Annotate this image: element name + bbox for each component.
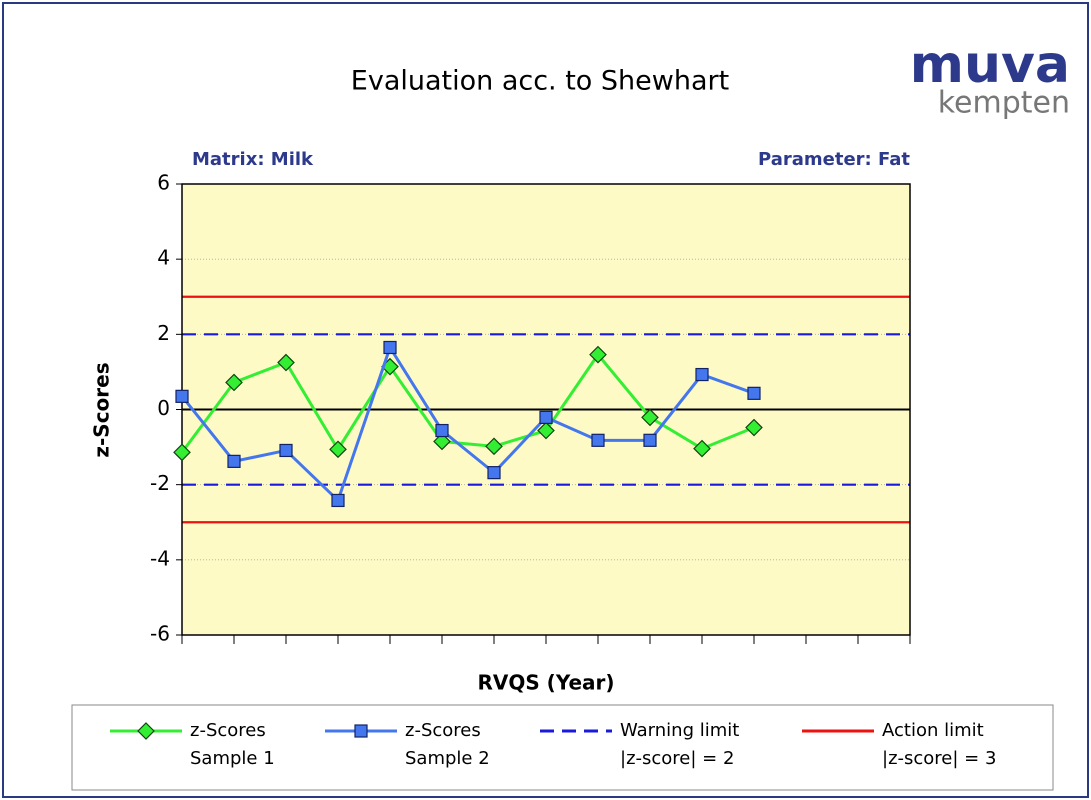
legend-label: Action limit |z-score| = 3 xyxy=(882,720,997,769)
marker xyxy=(641,408,659,427)
marker xyxy=(331,493,345,508)
plot-border xyxy=(181,183,911,636)
chart-title: Evaluation acc. to Shewhart xyxy=(351,66,729,97)
y-tick-label: 6 xyxy=(157,171,170,195)
legend-label: z-Scores Sample 2 xyxy=(405,720,490,769)
y-tick-label: 4 xyxy=(157,246,170,270)
marker xyxy=(227,454,241,468)
legend-label: Warning limit |z-score| = 2 xyxy=(620,720,740,769)
logo-bottom: kempten xyxy=(938,86,1070,121)
series-line xyxy=(180,344,755,504)
marker xyxy=(591,433,605,447)
annotation: Matrix: Milk xyxy=(192,149,314,170)
marker xyxy=(175,389,189,403)
legend-box xyxy=(71,704,1054,791)
annotation: Parameter: Fat xyxy=(758,149,910,170)
marker xyxy=(695,367,709,382)
marker xyxy=(173,443,191,462)
marker xyxy=(693,439,711,458)
marker xyxy=(329,440,347,459)
y-tick-label: 0 xyxy=(157,396,170,420)
marker xyxy=(485,437,503,456)
marker xyxy=(745,418,763,437)
logo-top: muva xyxy=(910,35,1070,95)
marker xyxy=(747,386,761,400)
marker xyxy=(643,433,657,447)
marker xyxy=(487,466,501,480)
marker xyxy=(279,443,293,458)
marker xyxy=(277,353,295,372)
y-tick-label: 2 xyxy=(157,321,170,345)
marker xyxy=(435,423,449,438)
marker xyxy=(539,410,553,424)
marker xyxy=(433,432,451,451)
marker xyxy=(137,722,155,740)
x-axis-label: RVQS (Year) xyxy=(477,671,614,695)
y-axis-label: z-Scores xyxy=(90,362,114,457)
marker xyxy=(537,421,555,440)
marker xyxy=(225,373,243,392)
series-line xyxy=(180,352,755,454)
y-tick-label: -2 xyxy=(150,471,170,495)
y-tick-label: -6 xyxy=(150,622,170,646)
y-tick-label: -4 xyxy=(150,546,170,570)
marker xyxy=(354,724,368,738)
legend-label: z-Scores Sample 1 xyxy=(190,720,275,769)
marker xyxy=(383,340,397,355)
marker xyxy=(589,345,607,364)
